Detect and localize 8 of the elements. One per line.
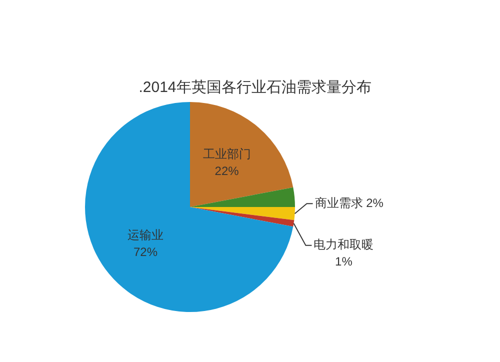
slice-label: 工业部门 [202, 146, 251, 161]
slice-label: 运输业 [128, 228, 164, 242]
data-label: 1% [335, 254, 353, 269]
slice-label: 商业需求 2% [314, 196, 384, 210]
data-label: 22% [214, 164, 240, 178]
chart-title: .2014年英国各行业石油需求量分布 [138, 79, 372, 96]
slice-label: 电力和取暖 [314, 238, 374, 252]
data-label: 72% [133, 245, 158, 260]
